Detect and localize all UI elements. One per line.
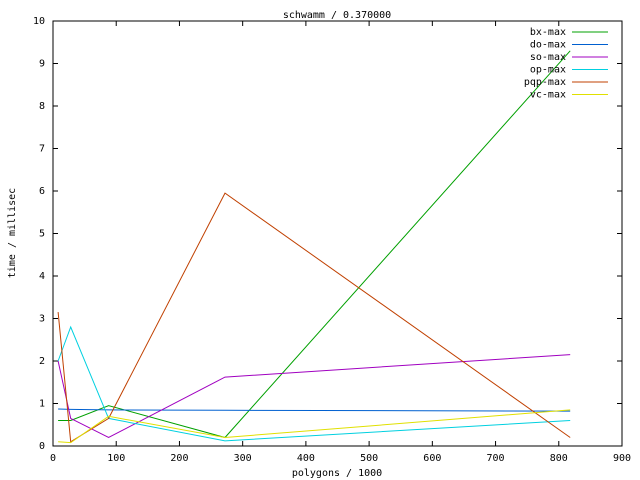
y-tick-label: 2 xyxy=(39,356,45,367)
series-line xyxy=(58,50,571,439)
x-tick-label: 0 xyxy=(50,453,56,464)
x-tick-label: 700 xyxy=(487,453,505,464)
y-tick-label: 3 xyxy=(39,314,45,325)
legend-label: pqp-max xyxy=(524,77,566,88)
x-tick-label: 200 xyxy=(170,453,188,464)
x-tick-label: 600 xyxy=(423,453,441,464)
y-tick-label: 4 xyxy=(39,271,45,282)
x-tick-label: 100 xyxy=(107,453,125,464)
y-axis-label: time / millisec xyxy=(7,188,18,278)
y-tick-label: 1 xyxy=(39,399,45,410)
y-tick-label: 8 xyxy=(39,101,45,112)
y-tick-label: 0 xyxy=(39,441,45,452)
legend-label: bx-max xyxy=(530,27,566,38)
legend-label: do-max xyxy=(530,40,566,51)
y-tick-label: 7 xyxy=(39,144,45,155)
chart-title: schwamm / 0.370000 xyxy=(283,10,391,21)
x-tick-label: 400 xyxy=(297,453,315,464)
series-line xyxy=(58,408,571,412)
x-tick-label: 300 xyxy=(234,453,252,464)
series-line xyxy=(58,409,571,444)
legend-label: so-max xyxy=(530,52,566,63)
y-tick-label: 5 xyxy=(39,229,45,240)
legend-label: op-max xyxy=(530,65,566,76)
y-tick-label: 9 xyxy=(39,59,45,70)
x-tick-label: 900 xyxy=(613,453,631,464)
x-axis-label: polygons / 1000 xyxy=(292,468,382,479)
x-tick-label: 800 xyxy=(550,453,568,464)
legend-label: vc-max xyxy=(530,90,566,101)
x-tick-label: 500 xyxy=(360,453,378,464)
y-tick-label: 6 xyxy=(39,186,45,197)
y-tick-label: 10 xyxy=(33,16,45,27)
series-line xyxy=(57,192,571,443)
